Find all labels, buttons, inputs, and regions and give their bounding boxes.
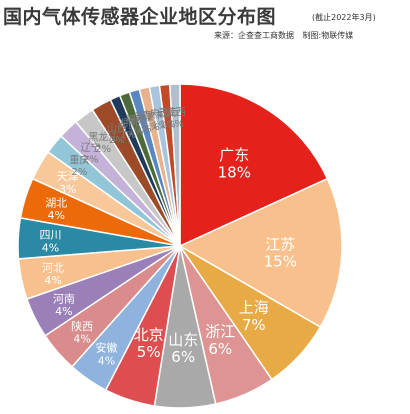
slice-label-23: 江西	[166, 107, 186, 119]
slice-percent-17: 1%	[120, 130, 136, 141]
slice-percent-21: 1%	[152, 121, 168, 132]
slice-percent-22: 1%	[160, 120, 176, 131]
slice-percent-2: 7%	[242, 316, 266, 334]
slice-label-19: 新疆	[134, 111, 154, 124]
source-line: 来源：企查查工商数据 制图:物联传媒	[214, 30, 359, 41]
slice-label-22: 云南	[158, 106, 178, 119]
slice-label-9: 河北	[42, 261, 64, 274]
pie-slice-0	[179, 83, 329, 248]
slice-label-11: 湖北	[45, 196, 67, 209]
slice-label-20: 吉林	[141, 109, 161, 122]
slice-label-7: 陕西	[71, 319, 93, 333]
page-title: 国内气体传感器企业地区分布图	[3, 6, 277, 28]
slice-label-3: 浙江	[205, 323, 235, 341]
pie-slice-23	[168, 83, 181, 247]
slice-label-15: 黑龙江	[88, 131, 118, 144]
slice-percent-8: 4%	[55, 305, 72, 318]
slice-percent-9: 4%	[44, 274, 61, 287]
slice-percent-20: 1%	[143, 122, 159, 133]
slice-label-8: 河南	[53, 293, 75, 306]
slice-percent-4: 6%	[171, 348, 195, 366]
slice-percent-23: 1%	[168, 119, 184, 130]
source-text: 来源：企查查工商数据	[214, 31, 294, 40]
slice-label-6: 安徽	[96, 341, 118, 355]
slice-label-16: 山西	[107, 123, 127, 135]
slice-label-17: 湖南	[118, 116, 138, 129]
slice-percent-13: 2%	[71, 167, 87, 178]
slice-percent-11: 4%	[47, 209, 64, 222]
slice-percent-10: 4%	[42, 241, 59, 254]
slice-percent-14: 2%	[83, 155, 99, 166]
slice-label-14: 辽宁	[81, 141, 101, 154]
slice-label-2: 上海	[239, 299, 269, 317]
slice-percent-6: 4%	[98, 354, 115, 367]
slice-percent-5: 5%	[137, 343, 161, 361]
slice-label-13: 重庆	[69, 153, 89, 166]
slice-percent-18: 1%	[128, 127, 144, 138]
slice-percent-12: 3%	[59, 183, 76, 196]
slice-percent-1: 15%	[264, 253, 297, 271]
slice-percent-16: 2%	[109, 135, 125, 146]
slice-percent-19: 1%	[136, 124, 152, 135]
slice-label-1: 江苏	[265, 235, 295, 253]
producer-text: 制图:物联传媒	[302, 31, 354, 40]
slice-percent-3: 6%	[208, 340, 232, 358]
slice-label-4: 山东	[168, 331, 198, 349]
slice-percent-0: 18%	[218, 163, 251, 181]
pie-slice-1	[178, 177, 343, 329]
slice-label-0: 广东	[219, 146, 249, 164]
slice-label-12: 天津	[57, 170, 79, 183]
slice-percent-15: 2%	[95, 144, 111, 155]
slice-label-21: 广西	[150, 108, 170, 120]
slice-label-5: 北京	[134, 326, 164, 344]
slice-percent-7: 4%	[73, 332, 90, 345]
slice-label-10: 四川	[40, 229, 62, 242]
date-note: (截止2022年3月)	[312, 13, 376, 22]
slice-label-18: 福建	[126, 113, 146, 126]
